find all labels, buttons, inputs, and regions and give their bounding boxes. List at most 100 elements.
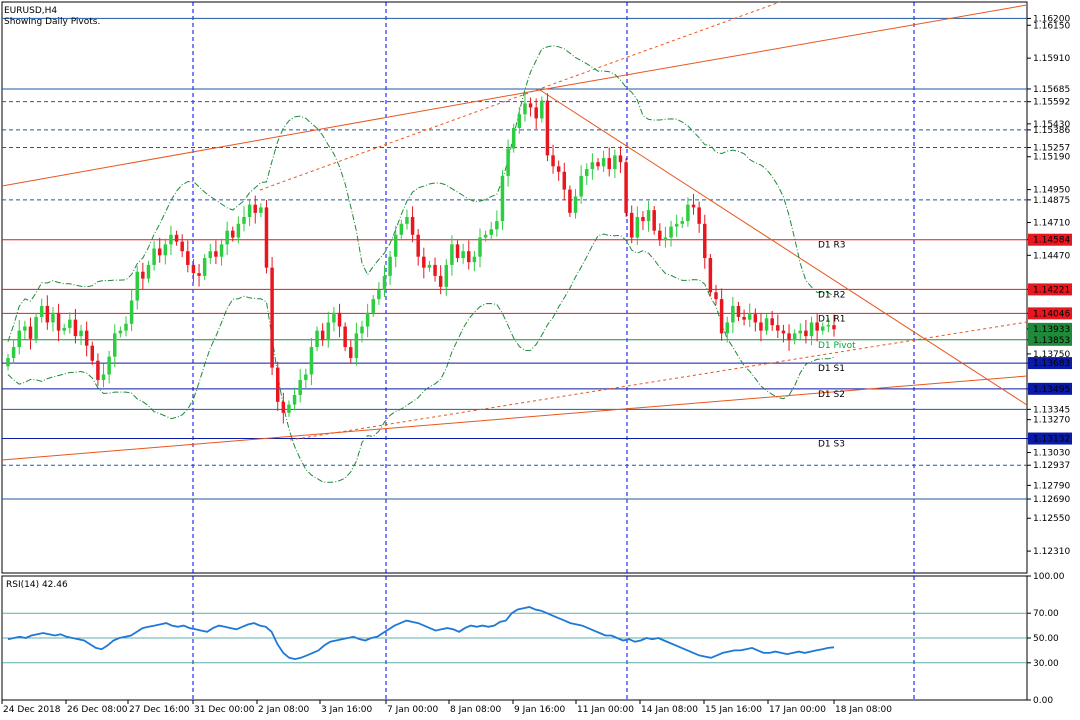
candle-body [562, 171, 567, 190]
price-tick-label: 1.15430 [1033, 120, 1070, 130]
price-tick-label: 1.12690 [1033, 495, 1070, 505]
candle-body [337, 312, 342, 327]
candle-body [438, 275, 443, 287]
candle-body [388, 256, 392, 276]
price-tick-label: 1.13345 [1033, 405, 1070, 415]
price-tick-label: 1.15190 [1033, 153, 1070, 163]
candle-body [197, 273, 201, 276]
candle-body [79, 330, 83, 337]
time-tick-label: 17 Jan 00:00 [769, 705, 826, 715]
time-tick-label: 15 Jan 16:00 [705, 705, 762, 715]
candle-body [607, 158, 611, 170]
time-tick-label: 2 Jan 08:00 [258, 705, 310, 715]
price-axis-marker [1028, 382, 1072, 395]
price-tick-label: 1.15910 [1033, 54, 1070, 64]
candle-body [444, 264, 449, 287]
pivot-label: D1 R2 [818, 290, 846, 300]
candle-body [107, 356, 111, 375]
candle-body [186, 251, 190, 265]
candle-body [163, 244, 168, 256]
price-axis-marker [1028, 283, 1072, 296]
trendline [539, 4, 1028, 91]
candle-body [253, 204, 257, 213]
candle-body [764, 318, 769, 331]
candle-body [646, 210, 651, 222]
price-tick-label: 1.12790 [1033, 481, 1070, 491]
candle-body [371, 299, 375, 313]
pivot-label: D1 S1 [818, 364, 845, 374]
price-tick-label: 1.14470 [1033, 251, 1070, 261]
upper-envelope-line [7, 45, 835, 342]
pivot-label: D1 Pivot [818, 341, 856, 351]
candle-body [96, 360, 100, 380]
candle-body [568, 189, 572, 213]
time-tick-label: 11 Jan 00:00 [577, 705, 634, 715]
candle-body [157, 248, 162, 256]
candle-body [776, 325, 780, 331]
trendline [1, 89, 541, 187]
trendline [1, 375, 1028, 461]
candle-body [326, 322, 331, 341]
price-tick-label: 1.16150 [1033, 21, 1070, 31]
candle-body [467, 251, 471, 263]
candle-body [332, 312, 336, 323]
time-tick-label: 14 Jan 08:00 [641, 705, 698, 715]
candle-body [6, 358, 10, 367]
candle-body [719, 299, 724, 334]
candle-body [62, 327, 66, 331]
candle-body [472, 256, 477, 263]
candle-body [832, 325, 836, 330]
candle-body [708, 258, 713, 293]
candle-body [416, 234, 420, 257]
candle-body [725, 322, 729, 334]
candle-body [73, 319, 78, 337]
candle-body [90, 345, 95, 361]
price-axis-marker-label: 1.14221 [1033, 285, 1070, 295]
price-tick-label: 1.13030 [1033, 449, 1070, 459]
candle-body [450, 244, 454, 265]
candle-body [264, 207, 269, 268]
rsi-tick-label: 100.00 [1033, 572, 1065, 582]
price-axis-marker-label: 1.14584 [1033, 236, 1070, 246]
candle-body [618, 155, 623, 163]
candle-body [747, 314, 752, 320]
candle-body [360, 326, 364, 334]
price-tick-label: 1.13750 [1033, 350, 1070, 360]
lower-envelope-line [7, 233, 835, 483]
candle-body [815, 322, 819, 331]
candle-body [113, 333, 117, 357]
price-axis-marker-label: 1.13933 [1033, 325, 1070, 335]
rsi-header-label: RSI(14) 42.46 [6, 580, 68, 590]
candle-body [298, 379, 302, 395]
price-axis-marker [1028, 432, 1072, 445]
price-axis-marker [1028, 307, 1072, 320]
candle-body [225, 230, 229, 245]
candle-body [68, 319, 72, 328]
pivot-label: D1 R3 [818, 241, 846, 251]
symbol-label: EURUSD,H4 [4, 6, 57, 16]
candle-body [658, 230, 662, 241]
time-tick-label: 7 Jan 00:00 [387, 705, 439, 715]
candle-body [674, 223, 679, 227]
candle-body [585, 169, 589, 176]
candle-body [573, 196, 578, 213]
price-tick-label: 1.16200 [1033, 14, 1070, 24]
price-axis-marker [1028, 333, 1072, 346]
candle-body [753, 314, 758, 323]
candle-body [478, 237, 482, 257]
price-axis-marker [1028, 233, 1072, 246]
candle-body [826, 325, 831, 327]
candle-body [320, 330, 325, 341]
candle-body [461, 251, 465, 259]
candle-body [365, 312, 370, 327]
candle-body [169, 234, 173, 245]
candle-body [354, 333, 359, 359]
rsi-panel: 100.00 70.00 50.00 30.00 0.00 [2, 572, 1065, 706]
price-axis-marker-label: 1.13853 [1033, 336, 1070, 346]
candle-body [343, 326, 347, 348]
rsi-tick-label: 30.00 [1033, 659, 1059, 669]
candle-body [540, 100, 544, 119]
trendline [539, 89, 1028, 406]
candle-body [405, 216, 409, 224]
candle-body [275, 367, 280, 402]
